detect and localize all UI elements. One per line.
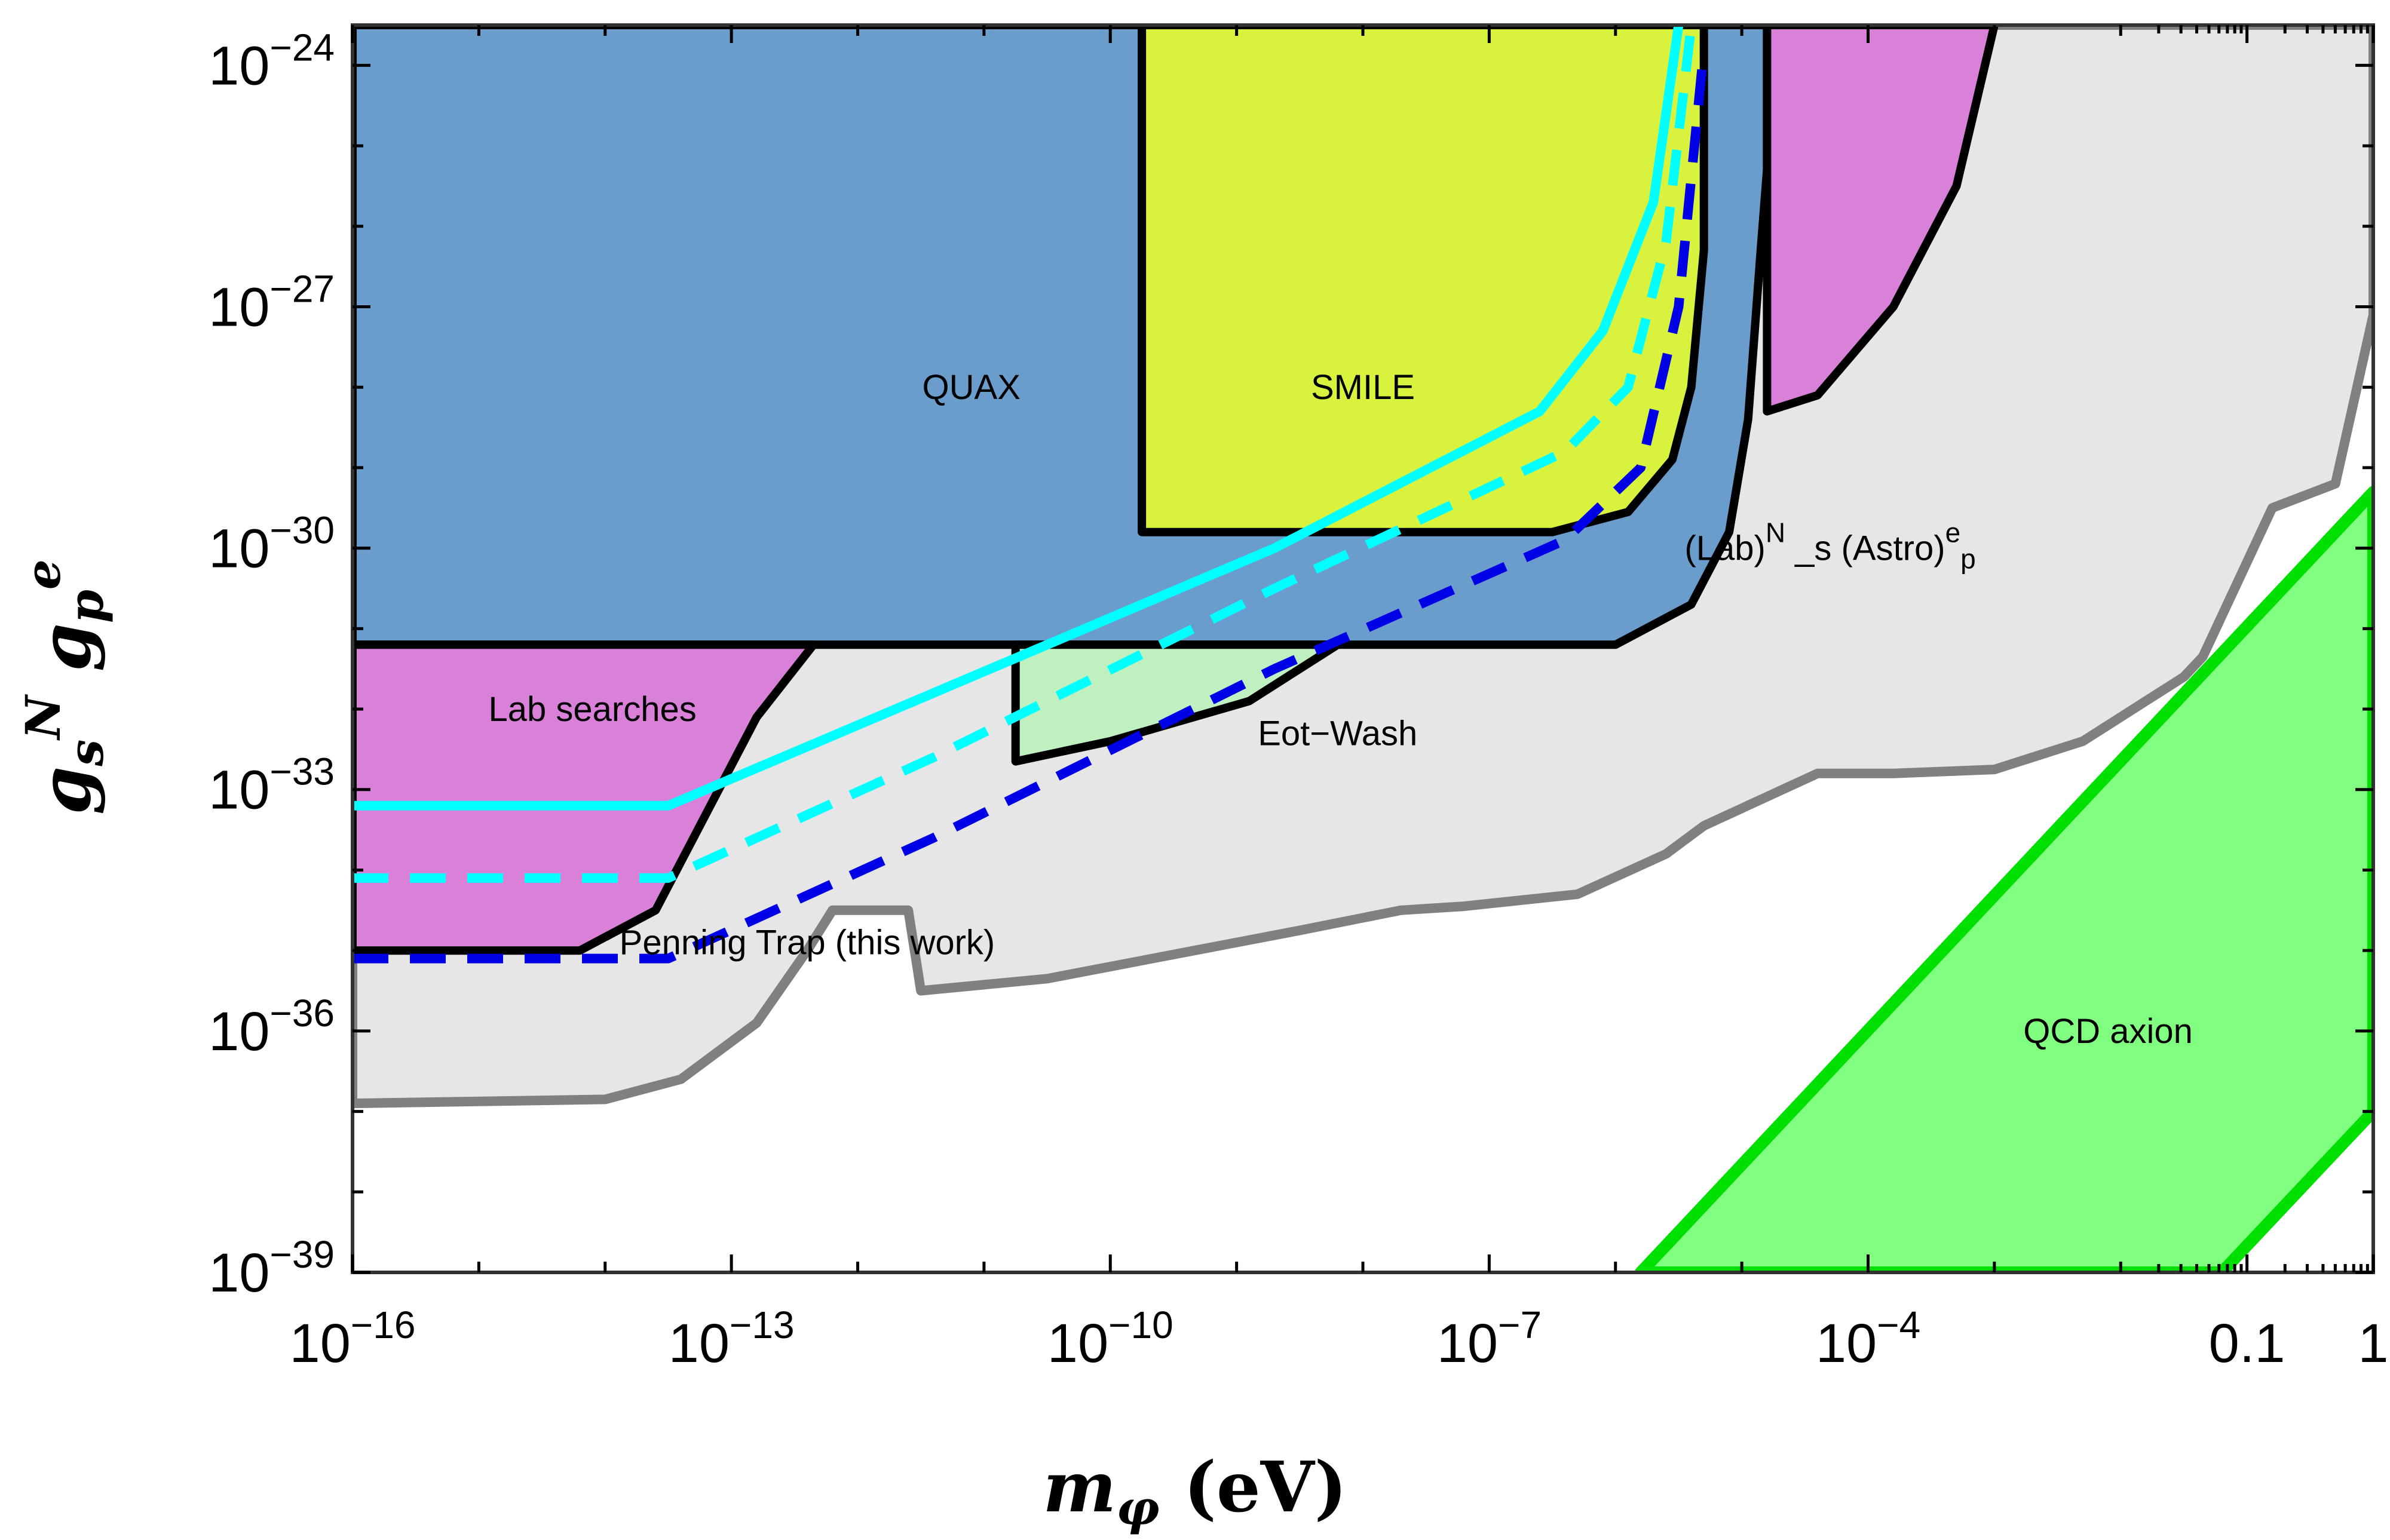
svg-text:gsN gpe: gsN gpe	[15, 559, 114, 815]
regions-layer	[353, 25, 2373, 1272]
x-tick-label: 10−4	[1816, 1303, 1920, 1374]
y-tick-label: 10−33	[209, 750, 335, 821]
series-projection-blue-dashed	[353, 48, 1709, 964]
region-label-quax: QUAX	[923, 368, 1021, 407]
ticks-layer	[351, 25, 2375, 1274]
y-tick-label: 10−24	[209, 26, 335, 96]
region-label-lab-n-s-astro-e-p: (Lab)N _s (Astro)ep	[1684, 517, 1975, 575]
x-tick-label: 10−16	[290, 1303, 416, 1374]
series-projection-cyan-dashed	[353, 25, 1696, 883]
region-qcd-axion	[1635, 486, 2373, 1272]
region-label-lab-searches: Lab searches	[488, 690, 696, 729]
x-tick-label: 1	[2358, 1313, 2388, 1374]
series-layer	[353, 25, 1709, 964]
y-tick-label: 10−39	[209, 1233, 335, 1303]
x-tick-label: 10−13	[669, 1303, 795, 1374]
x-tick-label: 10−7	[1437, 1303, 1542, 1374]
region-label-smile: SMILE	[1311, 368, 1415, 407]
x-axis-title: mφ (eV)	[1043, 1447, 1347, 1536]
y-axis-title: gsN gpe	[15, 559, 114, 815]
x-tick-label: 10−10	[1047, 1303, 1173, 1374]
series-penning-trap-this-work	[353, 25, 1684, 811]
region-astro-upper-right	[1763, 25, 1999, 416]
y-tick-label: 10−30	[209, 509, 335, 579]
series-label-penning-trap-this-work: Penning Trap (this work)	[620, 924, 995, 962]
tick-labels-layer: 10−16 10−13 10−10 10−7 10−4 0.1 1 10−24 10−27 10−…	[209, 26, 2388, 1374]
region-eot-wash	[1011, 640, 1342, 766]
region-label-eot-wash: Eot−Wash	[1258, 714, 1417, 753]
svg-text:mφ (eV): mφ (eV)	[1043, 1447, 1347, 1536]
y-tick-label: 10−36	[209, 992, 335, 1062]
x-tick-label: 0.1	[2209, 1313, 2285, 1374]
region-label-qcd-axion: QCD axion	[2023, 1012, 2193, 1051]
region-labels-layer: (Lab)N _s (Astro)ep QUAX SMILE Lab searches…	[488, 368, 2192, 1051]
y-tick-label: 10−27	[209, 267, 335, 338]
